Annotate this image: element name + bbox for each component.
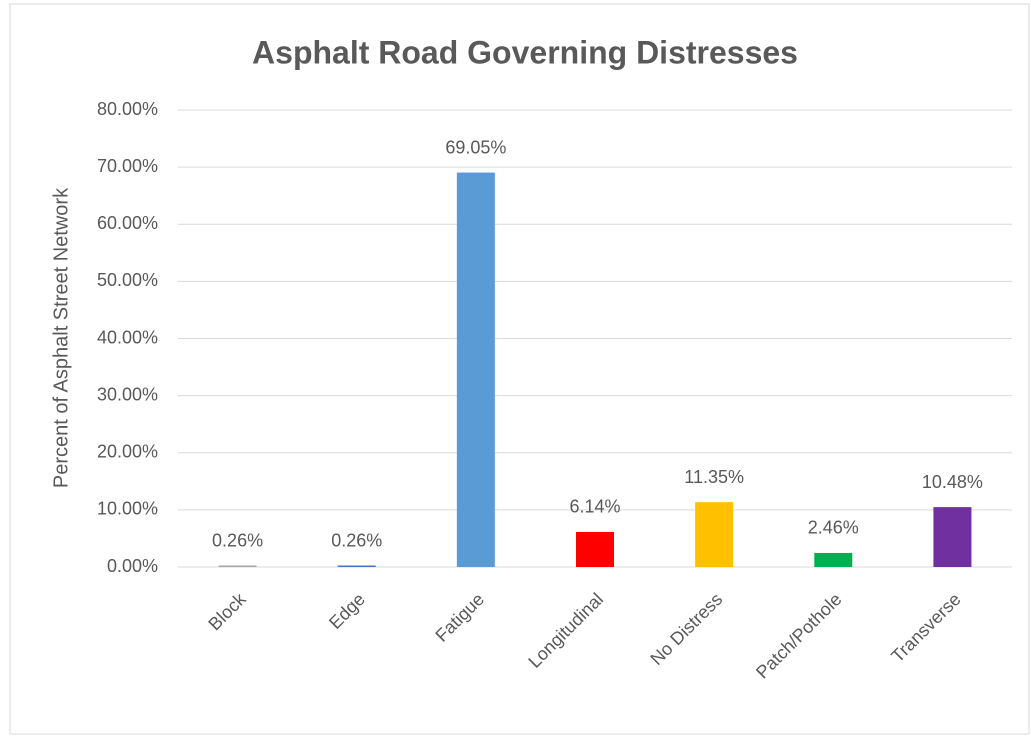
y-tick-label: 50.00%: [97, 270, 158, 290]
y-tick-label: 20.00%: [97, 442, 158, 462]
data-label: 6.14%: [569, 497, 620, 517]
y-tick-label: 10.00%: [97, 499, 158, 519]
bar: [695, 502, 734, 567]
y-tick-label: 30.00%: [97, 384, 158, 404]
y-tick-label: 80.00%: [97, 99, 158, 119]
bar: [337, 565, 376, 567]
data-label: 0.26%: [212, 530, 263, 550]
data-label: 2.46%: [808, 518, 859, 538]
y-tick-label: 60.00%: [97, 213, 158, 233]
y-tick-label: 40.00%: [97, 327, 158, 347]
bar: [218, 565, 257, 567]
y-tick-label: 0.00%: [107, 556, 158, 576]
chart-title: Asphalt Road Governing Distresses: [252, 34, 798, 70]
bar: [456, 172, 495, 567]
y-axis-label: Percent of Asphalt Street Network: [50, 187, 72, 488]
chart-frame: [9, 3, 1030, 735]
bar: [933, 507, 972, 567]
bar: [576, 531, 614, 567]
y-tick-label: 70.00%: [97, 156, 158, 176]
data-label: 10.48%: [922, 472, 983, 492]
data-label: 0.26%: [331, 530, 382, 550]
bar: [814, 552, 853, 567]
data-label: 69.05%: [445, 137, 506, 157]
data-label: 11.35%: [684, 467, 744, 487]
